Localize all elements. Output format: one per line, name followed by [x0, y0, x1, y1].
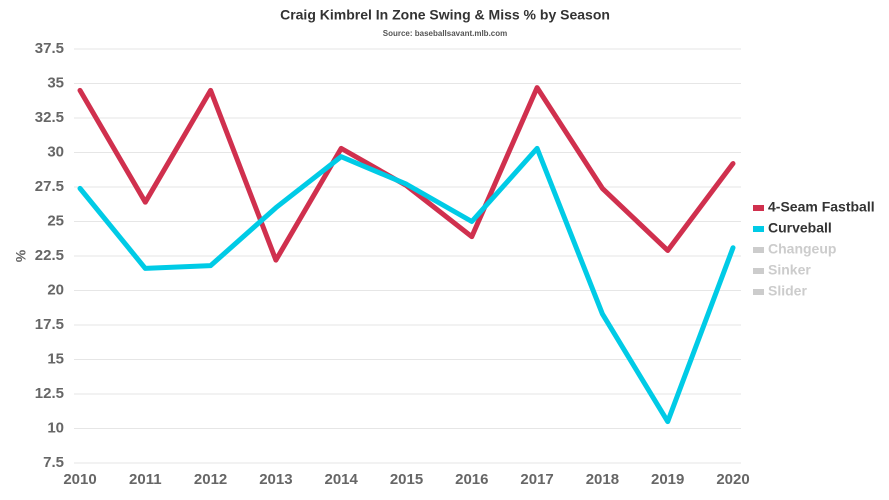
x-tick-label: 2019 [651, 471, 684, 488]
x-tick-label: 2010 [63, 471, 96, 488]
y-axis-label: % [13, 249, 29, 262]
y-tick-label: 10 [47, 419, 64, 436]
y-tick-label: 35 [47, 74, 64, 91]
y-tick-label: 30 [47, 143, 64, 160]
y-tick-label: 37.5 [35, 40, 64, 57]
chart-subtitle: Source: baseballsavant.mlb.com [383, 29, 508, 38]
legend-label: Changeup [768, 241, 836, 257]
legend-swatch [753, 289, 764, 295]
x-tick-label: 2017 [520, 471, 553, 488]
legend-label: Curveball [768, 220, 832, 236]
x-tick-label: 2015 [390, 471, 423, 488]
y-tick-label: 12.5 [35, 385, 64, 402]
legend-swatch [753, 268, 764, 274]
legend-swatch [753, 247, 764, 253]
legend-label: Sinker [768, 262, 811, 278]
y-tick-label: 20 [47, 281, 64, 298]
series-line [77, 145, 736, 425]
y-tick-label: 7.5 [43, 454, 64, 471]
legend-label: 4-Seam Fastball [768, 199, 875, 215]
legend-swatch [753, 226, 764, 232]
y-tick-label: 17.5 [35, 316, 64, 333]
x-tick-label: 2013 [259, 471, 292, 488]
x-tick-label: 2014 [325, 471, 359, 488]
legend-swatch [753, 205, 764, 211]
x-tick-label: 2018 [586, 471, 619, 488]
x-tick-label: 2020 [716, 471, 749, 488]
legend-label: Slider [768, 283, 807, 299]
x-tick-label: 2011 [129, 471, 162, 488]
y-tick-label: 22.5 [35, 247, 64, 264]
x-tick-label: 2016 [455, 471, 488, 488]
y-tick-label: 27.5 [35, 178, 64, 195]
y-tick-label: 25 [47, 212, 64, 229]
x-tick-label: 2012 [194, 471, 227, 488]
series-line [77, 85, 736, 263]
y-tick-label: 32.5 [35, 109, 64, 126]
y-tick-label: 15 [47, 350, 64, 367]
chart-title: Craig Kimbrel In Zone Swing & Miss % by … [280, 7, 610, 23]
